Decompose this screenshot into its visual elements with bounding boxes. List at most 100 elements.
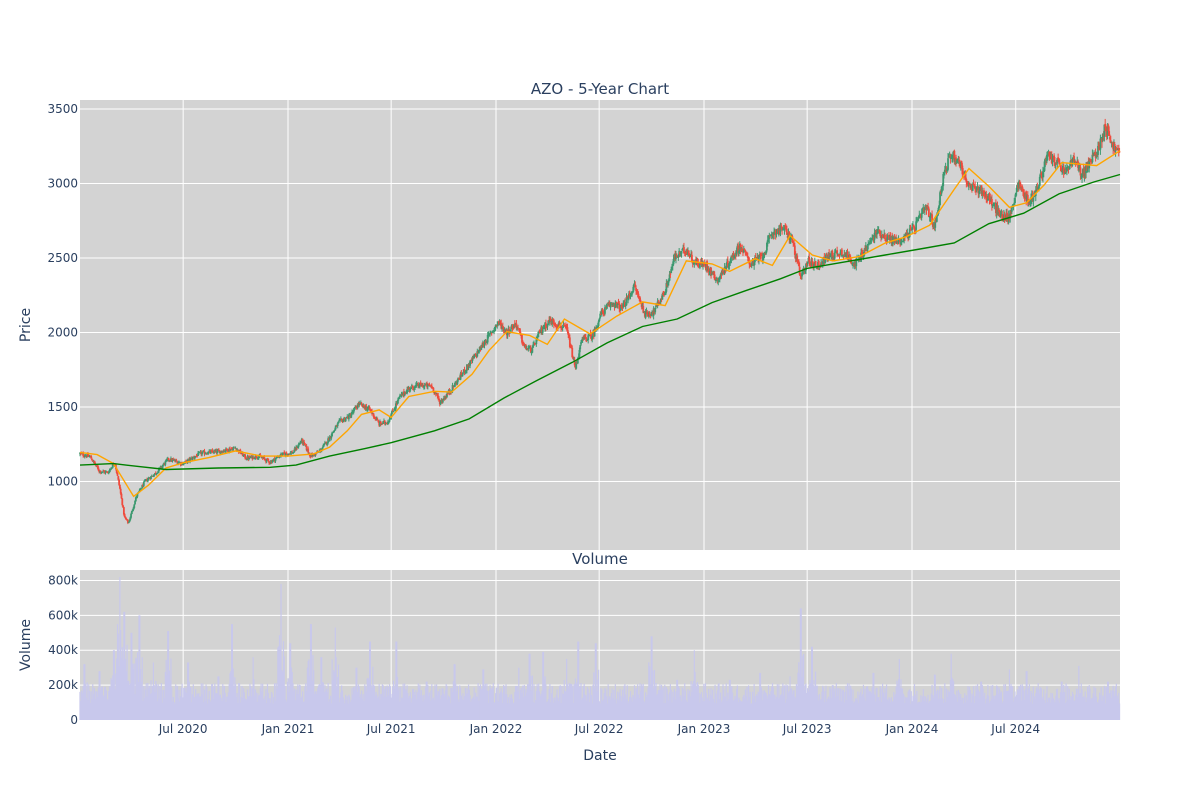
candle-up — [920, 212, 923, 218]
volume-bar — [1057, 700, 1059, 720]
candle-down — [123, 514, 126, 518]
volume-bar — [799, 608, 802, 720]
volume-bar — [748, 696, 750, 720]
volume-bar — [400, 686, 402, 720]
volume-bar — [1043, 700, 1046, 720]
volume-bar — [301, 696, 303, 720]
volume-bar — [193, 696, 195, 720]
volume-bar — [659, 684, 661, 720]
volume-bar — [471, 698, 474, 720]
candle-up — [136, 493, 139, 497]
date-x-tick-label: Jul 2022 — [574, 722, 624, 736]
volume-bar — [961, 697, 963, 720]
volume-bar — [335, 657, 337, 720]
volume-bar — [770, 691, 772, 720]
volume-bar — [944, 683, 946, 720]
candle-up — [162, 464, 164, 467]
volume-bar — [164, 671, 166, 720]
candle-down — [912, 225, 915, 228]
candle-down — [836, 250, 839, 255]
volume-bar — [918, 701, 920, 720]
volume-bar — [416, 699, 418, 720]
candle-up — [1069, 163, 1071, 167]
candle-up — [750, 263, 753, 266]
volume-bar — [432, 699, 434, 720]
candle-up — [929, 215, 932, 218]
volume-bar — [1047, 702, 1049, 720]
volume-bar — [432, 697, 435, 720]
candle-up — [366, 408, 369, 411]
volume-bar — [786, 699, 788, 720]
volume-bar — [964, 702, 967, 720]
volume-bar — [458, 701, 460, 720]
volume-bar — [727, 692, 729, 720]
volume-bar — [447, 695, 450, 720]
candle-down — [823, 257, 826, 263]
volume-bar — [1048, 697, 1050, 720]
date-x-tick-label: Jan 2021 — [261, 722, 315, 736]
volume-bar — [656, 695, 658, 720]
volume-bar — [459, 687, 462, 720]
volume-bar — [325, 691, 327, 720]
volume-bar — [781, 688, 783, 720]
volume-bar — [413, 692, 415, 720]
volume-bar — [900, 679, 902, 720]
volume-bar — [866, 686, 868, 720]
volume-bar — [1000, 692, 1002, 720]
volume-bar — [802, 655, 804, 720]
volume-bar — [1054, 702, 1056, 720]
candle-up — [129, 517, 132, 521]
volume-bar — [761, 700, 763, 720]
volume-bar — [927, 694, 929, 720]
volume-bar — [852, 689, 854, 720]
volume-bar — [584, 694, 586, 720]
volume-bar — [829, 687, 831, 720]
volume-bar — [244, 698, 246, 720]
volume-bar — [527, 684, 529, 720]
volume-bar — [277, 647, 279, 720]
volume-bar — [555, 694, 557, 720]
volume-bar — [535, 690, 537, 720]
volume-bar — [173, 702, 175, 720]
volume-bar — [787, 692, 790, 720]
volume-bar — [919, 702, 921, 720]
volume-bar — [243, 692, 245, 720]
volume-bar — [632, 694, 634, 720]
volume-bar — [1003, 684, 1005, 720]
volume-bar — [732, 700, 735, 720]
candle-down — [990, 199, 993, 206]
candle-down — [564, 325, 566, 327]
volume-bar — [270, 692, 273, 720]
volume-bar — [262, 698, 265, 720]
candle-up — [1099, 138, 1102, 150]
volume-bar — [279, 645, 281, 720]
volume-bar — [408, 698, 410, 720]
volume-bar — [569, 683, 571, 720]
candle-up — [1030, 198, 1032, 202]
volume-bar — [496, 700, 498, 720]
volume-bar — [988, 703, 991, 720]
volume-bar — [870, 693, 873, 720]
volume-bar — [88, 691, 91, 720]
candle-up — [478, 350, 480, 354]
volume-bar — [482, 669, 484, 720]
candle-down — [684, 251, 687, 254]
candle-up — [527, 347, 530, 350]
volume-bar — [663, 703, 665, 720]
volume-bar — [878, 700, 881, 720]
candle-up — [902, 240, 905, 242]
candle-up — [529, 346, 531, 349]
volume-bar — [1088, 685, 1090, 720]
volume-bar — [369, 641, 372, 720]
candle-up — [659, 298, 662, 303]
candle-up — [715, 278, 718, 280]
volume-bar — [167, 631, 169, 720]
volume-bar — [176, 685, 178, 720]
volume-bar — [726, 700, 728, 720]
volume-bar — [357, 684, 360, 720]
candle-down — [446, 393, 449, 395]
candle-down — [983, 194, 986, 196]
volume-bar — [464, 687, 466, 720]
volume-bar — [1030, 691, 1032, 720]
volume-bar — [407, 693, 409, 720]
